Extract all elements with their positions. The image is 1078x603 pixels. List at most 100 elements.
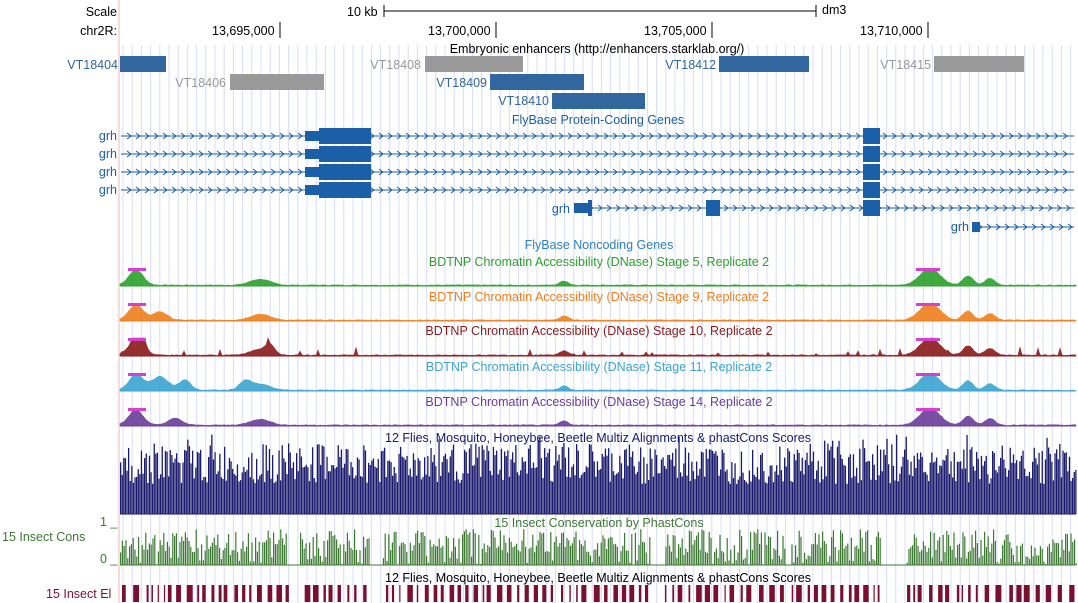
conserved-element: [242, 585, 246, 602]
phastcons-bar: [1012, 555, 1014, 565]
strand-arrow: [936, 168, 942, 176]
enhancer-block[interactable]: [120, 56, 166, 72]
dnase-signal: [119, 407, 1077, 427]
enhancer-block[interactable]: [552, 93, 645, 109]
gene-label[interactable]: grh: [98, 165, 117, 179]
phastcons-track-title[interactable]: 15 Insect Conservation by PhastCons: [494, 516, 704, 530]
strand-arrow: [585, 132, 591, 140]
dnase-track-title[interactable]: BDTNP Chromatin Accessibility (DNase) St…: [428, 290, 770, 304]
phastcons-bar: [867, 530, 869, 565]
strand-arrow: [837, 150, 843, 158]
strand-arrow: [783, 186, 789, 194]
strand-arrow: [1062, 150, 1068, 158]
multiz-bar: [656, 455, 658, 514]
multiz-bar: [158, 478, 160, 514]
strand-arrow: [981, 168, 987, 176]
phastcons-bar: [388, 534, 390, 565]
multiz-bar: [643, 457, 645, 514]
phastcons-bar: [1016, 545, 1018, 565]
elements-side-label[interactable]: 15 Insect El: [46, 587, 112, 601]
phastcons-bar: [195, 529, 197, 565]
multiz-bar: [768, 476, 770, 514]
multiz-bar: [217, 471, 219, 514]
strand-arrow: [975, 204, 981, 212]
strand-arrow: [984, 204, 990, 212]
strand-arrow: [180, 186, 186, 194]
multiz-bar: [912, 476, 914, 514]
strand-arrow: [441, 132, 447, 140]
strand-arrow: [504, 132, 510, 140]
gene-label[interactable]: grh: [950, 220, 969, 234]
elements-track-title[interactable]: 12 Flies, Mosquito, Honeybee, Beetle Mul…: [385, 571, 811, 585]
noncoding-track-title[interactable]: FlyBase Noncoding Genes: [524, 238, 674, 252]
phastcons-bar: [960, 557, 962, 565]
dnase-track-title[interactable]: BDTNP Chromatin Accessibility (DNase) St…: [425, 360, 773, 374]
gene-label[interactable]: grh: [98, 147, 117, 161]
strand-arrow: [639, 186, 645, 194]
dnase-track-title[interactable]: BDTNP Chromatin Accessibility (DNase) St…: [425, 395, 773, 409]
multiz-bar: [1017, 478, 1019, 514]
gene-label[interactable]: grh: [98, 183, 117, 197]
phastcons-bar: [213, 537, 215, 565]
enhancer-block[interactable]: [425, 56, 523, 72]
multiz-bar: [564, 457, 567, 514]
saturation-cap: [128, 338, 146, 341]
multiz-bar: [1036, 464, 1039, 514]
strand-arrow: [1008, 168, 1014, 176]
phastcons-bar: [262, 542, 264, 565]
strand-arrow: [855, 186, 861, 194]
phastcons-bar: [132, 537, 134, 565]
multiz-track-title[interactable]: 12 Flies, Mosquito, Honeybee, Beetle Mul…: [385, 431, 811, 445]
multiz-bar: [320, 464, 322, 514]
enhancer-label[interactable]: VT18406: [175, 76, 226, 90]
strand-arrow: [180, 150, 186, 158]
multiz-bar: [345, 448, 347, 514]
phastcons-side-label[interactable]: 15 Insect Cons: [2, 530, 86, 544]
gene-label[interactable]: grh: [551, 202, 570, 216]
phastcons-bar: [334, 535, 336, 565]
dnase-track-title[interactable]: BDTNP Chromatin Accessibility (DNase) St…: [428, 255, 770, 269]
phastcons-bar: [352, 549, 354, 565]
enhancer-label[interactable]: VT18404: [67, 58, 118, 72]
phastcons-bar: [667, 534, 669, 565]
enhancer-label[interactable]: VT18409: [436, 76, 487, 90]
gene-label[interactable]: grh: [98, 129, 117, 143]
position-tick-label: 13,705,000: [644, 24, 707, 38]
enhancer-label[interactable]: VT18410: [498, 94, 549, 108]
strand-arrow: [1011, 204, 1017, 212]
enhancer-block[interactable]: [490, 74, 584, 90]
phastcons-bar: [510, 541, 512, 565]
multiz-bar: [1057, 459, 1059, 514]
phastcons-bar: [480, 563, 482, 565]
enhancer-label[interactable]: VT18415: [880, 58, 931, 72]
multiz-bar: [753, 474, 755, 514]
enhancer-label[interactable]: VT18412: [665, 58, 716, 72]
strand-arrow: [513, 150, 519, 158]
multiz-bar: [265, 445, 267, 514]
enhancer-label[interactable]: VT18408: [370, 58, 421, 72]
multiz-bar: [444, 453, 447, 514]
strand-arrow: [738, 186, 744, 194]
dnase-track-title[interactable]: BDTNP Chromatin Accessibility (DNase) St…: [425, 324, 773, 338]
multiz-bar: [1006, 476, 1008, 514]
strand-arrow: [216, 168, 222, 176]
phastcons-bar: [953, 532, 955, 565]
strand-arrow: [693, 168, 699, 176]
enhancers-track-title[interactable]: Embryonic enhancers (http://enhancers.st…: [449, 42, 745, 56]
phastcons-bar: [354, 529, 356, 565]
strand-arrow: [603, 132, 609, 140]
enhancer-block[interactable]: [934, 56, 1024, 72]
multiz-bar: [692, 471, 695, 514]
enhancer-block[interactable]: [230, 74, 324, 90]
multiz-bar: [172, 462, 175, 514]
conserved-element: [347, 585, 350, 602]
genes-track-title[interactable]: FlyBase Protein-Coding Genes: [511, 113, 685, 127]
enhancer-block[interactable]: [719, 56, 809, 72]
strand-arrow: [954, 186, 960, 194]
phastcons-bar: [622, 545, 624, 565]
multiz-bar: [132, 482, 135, 514]
phastcons-bar: [822, 531, 824, 565]
strand-arrow: [522, 168, 528, 176]
